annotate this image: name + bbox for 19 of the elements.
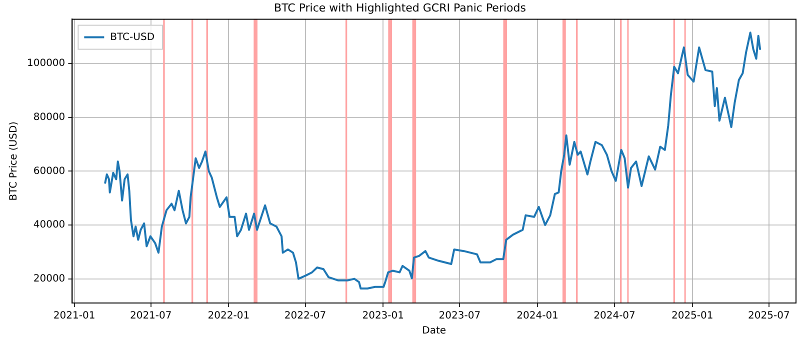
y-tick-label: 100000 — [26, 58, 66, 70]
y-axis-title: BTC Price (USD) — [8, 121, 20, 201]
x-tick-label: 2022-07 — [284, 310, 326, 322]
x-tick-label: 2024-01 — [516, 310, 558, 322]
x-axis-title: Date — [422, 326, 446, 337]
x-tick-label: 2025-07 — [748, 310, 790, 322]
chart-title: BTC Price with Highlighted GCRI Panic Periods — [274, 1, 526, 14]
x-tick-label: 2023-01 — [362, 310, 404, 322]
x-tick-label: 2025-01 — [671, 310, 714, 322]
y-tick-label: 80000 — [33, 112, 66, 123]
x-tick-label: 2022-01 — [208, 310, 250, 322]
x-tick-label: 2021-07 — [130, 310, 172, 322]
y-tick-label: 60000 — [33, 166, 66, 177]
y-tick-label: 40000 — [33, 220, 66, 231]
x-tick-label: 2024-07 — [594, 310, 636, 322]
y-tick-label: 20000 — [33, 273, 66, 284]
x-tick-label: 2021-01 — [53, 310, 96, 322]
legend-label: BTC-USD — [110, 32, 155, 43]
x-tick-label: 2023-07 — [438, 310, 481, 322]
